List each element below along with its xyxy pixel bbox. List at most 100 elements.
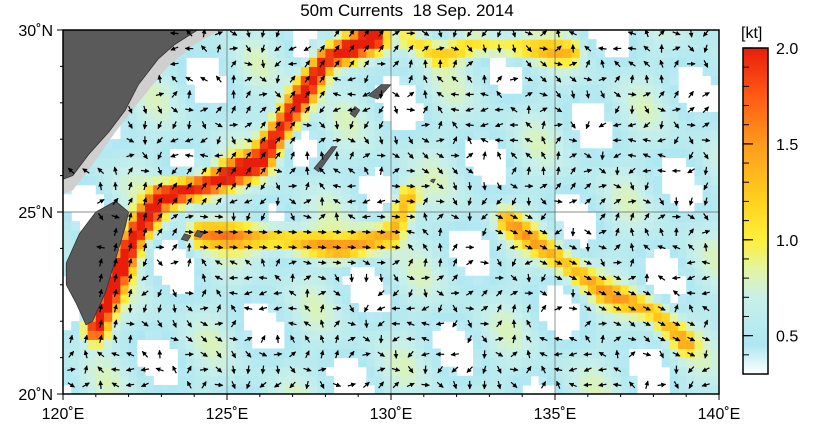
colorbar-ticks: 0.51.01.52.0 xyxy=(743,41,798,356)
speed-cell xyxy=(604,66,613,77)
speed-cell xyxy=(587,48,597,58)
current-arrow xyxy=(304,335,311,343)
speed-cell xyxy=(284,357,294,368)
speed-cell xyxy=(620,375,630,386)
longitude-axis: 120˚E 125˚E 130˚E 135˚E 140˚E xyxy=(42,394,740,423)
speed-cell xyxy=(259,384,269,394)
speed-cell xyxy=(300,330,310,340)
current-arrow xyxy=(303,199,312,204)
speed-cell xyxy=(563,30,572,40)
current-arrow xyxy=(319,106,325,114)
speed-cell xyxy=(300,375,310,386)
current-arrow xyxy=(68,350,75,358)
current-arrow xyxy=(200,45,208,52)
lat-tick-label: 25˚N xyxy=(18,205,53,222)
current-arrow xyxy=(408,59,413,68)
speed-cell xyxy=(432,348,441,359)
speed-cell xyxy=(620,312,630,322)
speed-cell xyxy=(579,357,589,368)
speed-cell xyxy=(145,102,154,113)
speed-cell xyxy=(481,212,490,222)
current-arrow xyxy=(362,229,371,235)
speed-cell xyxy=(71,230,80,240)
speed-cell xyxy=(464,39,474,49)
speed-cell xyxy=(579,330,589,340)
current-arrow xyxy=(629,242,635,252)
speed-cell xyxy=(628,130,638,140)
speed-cell xyxy=(218,57,228,67)
speed-cell xyxy=(710,357,719,368)
speed-cell xyxy=(579,39,589,49)
speed-cell xyxy=(563,239,572,249)
speed-cell xyxy=(186,175,195,186)
speed-cell xyxy=(251,66,261,77)
speed-cell xyxy=(382,48,392,58)
speed-cell xyxy=(391,357,400,368)
speed-cell xyxy=(366,57,376,67)
speed-cell xyxy=(628,75,638,86)
speed-cell xyxy=(481,330,490,340)
current-arrow xyxy=(583,351,592,357)
speed-cell xyxy=(464,93,474,104)
speed-cell xyxy=(415,312,425,322)
speed-cell xyxy=(227,275,236,286)
speed-cell xyxy=(710,157,719,168)
current-arrow xyxy=(111,352,120,357)
speed-cell xyxy=(382,284,392,295)
current-arrow xyxy=(554,45,562,52)
speed-cell xyxy=(104,193,113,204)
speed-cell xyxy=(489,184,499,195)
speed-cell xyxy=(374,102,384,113)
speed-cell xyxy=(202,121,212,131)
speed-cell xyxy=(284,111,294,122)
speed-cell xyxy=(505,284,515,295)
current-arrow xyxy=(127,197,133,206)
speed-cell xyxy=(112,166,121,177)
current-arrow xyxy=(67,382,75,388)
speed-cell xyxy=(530,248,540,259)
speed-cell xyxy=(702,221,712,231)
speed-cell xyxy=(79,330,89,340)
speed-cell xyxy=(514,375,523,386)
speed-cell xyxy=(251,193,261,204)
current-arrow xyxy=(347,260,357,265)
current-arrow xyxy=(627,46,637,51)
speed-cell xyxy=(579,184,589,195)
speed-cell xyxy=(325,321,335,331)
current-arrow xyxy=(407,91,415,98)
current-arrow xyxy=(200,351,208,358)
current-arrow xyxy=(555,90,562,99)
speed-cell xyxy=(440,175,449,186)
speed-cell xyxy=(653,230,663,240)
speed-cell xyxy=(259,275,269,286)
current-arrow xyxy=(613,321,622,326)
speed-cell xyxy=(95,312,105,322)
speed-cell xyxy=(284,121,294,131)
lon-tick-label: 135˚E xyxy=(534,406,577,423)
speed-cell xyxy=(202,293,212,304)
speed-cell xyxy=(317,84,326,95)
speed-cell xyxy=(391,39,400,49)
speed-cell xyxy=(251,130,261,140)
current-arrow xyxy=(347,321,356,326)
speed-cell xyxy=(374,111,384,122)
speed-cell xyxy=(251,239,261,249)
current-arrow xyxy=(171,106,178,113)
speed-cell xyxy=(710,202,719,213)
speed-cell xyxy=(161,166,171,177)
speed-cell xyxy=(391,321,400,331)
speed-cell xyxy=(522,93,531,104)
speed-cell xyxy=(710,39,719,49)
speed-cell xyxy=(227,166,236,177)
speed-cell xyxy=(202,184,212,195)
current-arrow xyxy=(614,105,620,114)
current-arrow xyxy=(348,30,355,37)
current-arrow xyxy=(613,306,622,311)
current-arrow xyxy=(570,90,576,99)
speed-cell xyxy=(128,157,138,168)
speed-cell xyxy=(145,293,154,304)
speed-cell xyxy=(628,157,638,168)
speed-cell xyxy=(694,166,704,177)
speed-cell xyxy=(79,384,89,394)
speed-cell xyxy=(333,221,343,231)
